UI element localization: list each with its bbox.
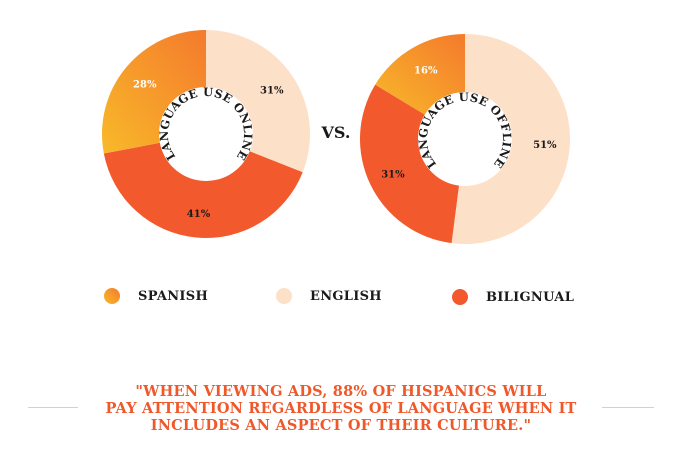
legend-item-bilignual: BILIGNUAL: [452, 287, 574, 307]
slice-spanish: [101, 30, 206, 154]
donut-chart-offline: 51%31%16%LANGUAGE USE OFFLINE: [360, 34, 570, 244]
legend-swatch-spanish: [104, 288, 120, 304]
slice-label-spanish: 28%: [133, 79, 157, 90]
quote-divider-right: [602, 407, 654, 408]
slice-english: [451, 34, 570, 244]
quote-line-2: PAY ATTENTION REGARDLESS OF LANGUAGE WHE…: [105, 400, 577, 417]
legend-label-spanish: SPANISH: [138, 288, 209, 304]
quote-line-3: INCLUDES AN ASPECT OF THEIR CULTURE.": [150, 417, 532, 434]
legend-item-english: ENGLISH: [276, 286, 382, 306]
slice-label-bilignual: 31%: [381, 170, 405, 181]
slice-label-bilignual: 41%: [187, 209, 211, 220]
donut-chart-online: 31%41%28%LANGUAGE USE ONLINE: [101, 30, 310, 239]
slice-english: [206, 30, 310, 173]
slice-label-english: 31%: [260, 85, 284, 96]
quote-divider-left: [28, 407, 78, 408]
legend-label-bilignual: BILIGNUAL: [486, 289, 575, 305]
legend-swatch-bilignual: [452, 289, 468, 305]
quote-block: "WHEN VIEWING ADS, 88% OF HISPANICS WILL…: [90, 383, 592, 434]
slice-bilignual: [103, 142, 303, 239]
donut-charts: 31%41%28%LANGUAGE USE ONLINE 51%31%16%LA…: [101, 30, 570, 244]
slice-bilignual: [360, 84, 459, 244]
slice-spanish: [375, 34, 465, 115]
legend-label-english: ENGLISH: [310, 288, 382, 304]
legend-item-spanish: SPANISH: [104, 286, 208, 306]
legend-swatch-english: [276, 288, 292, 304]
quote-line-1: "WHEN VIEWING ADS, 88% OF HISPANICS WILL: [135, 383, 547, 400]
slice-label-english: 51%: [533, 140, 557, 151]
slice-label-spanish: 16%: [414, 65, 438, 76]
vs-label: VS.: [321, 123, 351, 142]
